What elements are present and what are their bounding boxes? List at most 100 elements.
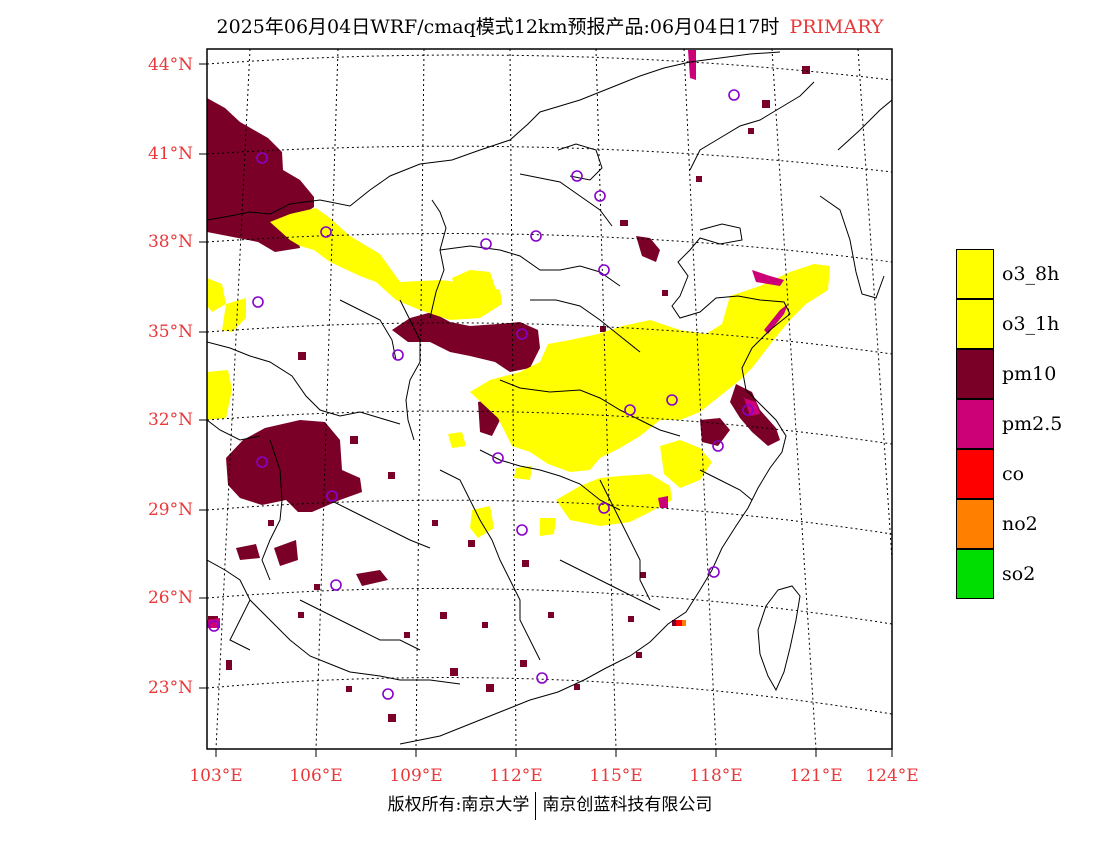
lon-label-109: 109°E <box>389 766 443 786</box>
lon-line-109 <box>415 49 425 749</box>
station-marker <box>598 502 610 514</box>
pm25-area-north <box>688 50 696 80</box>
lat-line-23 <box>207 677 892 715</box>
lat-label-44: 44°N <box>147 55 193 75</box>
lat-line-41 <box>207 145 892 173</box>
pm10-area-hebei <box>636 236 660 262</box>
primary-tag: PRIMARY <box>789 16 884 38</box>
lon-line-103 <box>215 49 251 749</box>
co-spot <box>676 620 682 626</box>
pm10-area-guangxi-1 <box>236 544 260 560</box>
pm25-area-jiangxi <box>658 496 668 508</box>
station-marker <box>728 89 740 101</box>
lon-label-124: 124°E <box>865 766 919 786</box>
lat-label-32: 32°N <box>147 410 193 430</box>
station-marker <box>666 394 678 406</box>
pm10-area-anhui <box>700 418 730 446</box>
station-marker <box>392 349 404 361</box>
lon-line-124 <box>857 49 892 561</box>
station-marker <box>571 170 583 182</box>
coastline-korea <box>819 99 892 299</box>
pm10-specks <box>208 66 810 722</box>
lon-label-112: 112°E <box>489 766 543 786</box>
legend-swatch <box>956 499 994 549</box>
station-marker <box>256 456 268 468</box>
o3-area-hubei <box>514 466 532 480</box>
station-marker <box>530 230 542 242</box>
legend-swatch <box>956 249 994 299</box>
legend-label: no2 <box>1002 513 1038 535</box>
o3-area-west-1 <box>207 278 226 312</box>
legend-swatch <box>956 399 994 449</box>
o3-area-shanxi <box>452 270 498 306</box>
o3-area-jiangxi <box>556 474 672 526</box>
lat-label-38: 38°N <box>147 232 193 252</box>
lon-label-115: 115°E <box>589 766 643 786</box>
pm25-area-west <box>207 618 220 628</box>
copyright-left: 版权所有:南京大学 <box>387 795 530 815</box>
lat-label-35: 35°N <box>147 322 193 342</box>
station-markers <box>208 89 754 700</box>
lon-line-106 <box>315 49 339 749</box>
o3-area-west-2 <box>222 298 246 332</box>
no2-spot <box>682 620 686 626</box>
pm10-area-northwest <box>207 98 314 252</box>
lon-label-106: 106°E <box>289 766 343 786</box>
legend-label: pm2.5 <box>1002 413 1063 435</box>
legend-swatch <box>956 299 994 349</box>
legend-swatch <box>956 449 994 499</box>
legend-label: pm10 <box>1002 363 1057 385</box>
graticule <box>207 49 892 749</box>
legend-label: co <box>1002 463 1025 485</box>
coastline-taiwan <box>757 585 801 692</box>
lat-line-26 <box>207 587 892 625</box>
pm10-area-central <box>392 312 540 372</box>
station-marker <box>256 152 268 164</box>
lon-label-118: 118°E <box>689 766 743 786</box>
o3-area-west-3 <box>207 370 232 420</box>
station-marker <box>382 688 394 700</box>
station-marker <box>516 328 528 340</box>
o3-area-hunan-1 <box>470 506 494 538</box>
lon-label-121: 121°E <box>789 766 843 786</box>
footer-separator <box>535 791 537 820</box>
legend-label: o3_1h <box>1002 313 1060 335</box>
o3-area-north-china-plain <box>470 264 830 472</box>
pm10-areas <box>207 98 780 586</box>
map-frame <box>206 48 893 750</box>
station-marker <box>516 524 528 536</box>
lat-label-26: 26°N <box>147 588 193 608</box>
lon-line-121 <box>771 49 817 749</box>
copyright-footer: 版权所有:南京大学 南京创蓝科技有限公司 <box>0 790 1100 820</box>
station-marker <box>252 296 264 308</box>
station-marker <box>712 440 724 452</box>
station-marker <box>326 490 338 502</box>
station-marker <box>320 226 332 238</box>
station-marker <box>492 452 504 464</box>
province-borders-north <box>207 51 781 685</box>
lat-line-44 <box>207 54 892 81</box>
station-marker <box>594 190 606 202</box>
o3-area-hunan-2 <box>540 518 556 536</box>
station-marker <box>742 404 754 416</box>
legend-label: so2 <box>1002 563 1036 585</box>
tick-marks <box>199 63 893 757</box>
pm10-area-guangxi-3 <box>274 540 298 566</box>
pm25-area-shandong <box>752 270 784 286</box>
lat-label-41: 41°N <box>147 144 193 164</box>
pm10-area-guangxi-2 <box>356 570 388 586</box>
title-text: 2025年06月04日WRF/cmaq模式12km预报产品:06月04日17时 <box>216 16 780 38</box>
o3-area-fujian-north <box>660 440 712 488</box>
map-title: 2025年06月04日WRF/cmaq模式12km预报产品:06月04日17时 P… <box>0 12 1100 39</box>
o3-area-yunnan-1 <box>448 432 466 448</box>
legend-swatch <box>956 349 994 399</box>
lon-line-118 <box>683 49 717 749</box>
pm25-areas <box>207 50 788 628</box>
legend-swatch <box>956 549 994 599</box>
copyright-right: 南京创蓝科技有限公司 <box>542 795 713 815</box>
pm10-area-sichuan <box>226 420 362 512</box>
legend-label: o3_8h <box>1002 263 1060 285</box>
boundaries <box>207 51 892 745</box>
station-marker <box>708 566 720 578</box>
